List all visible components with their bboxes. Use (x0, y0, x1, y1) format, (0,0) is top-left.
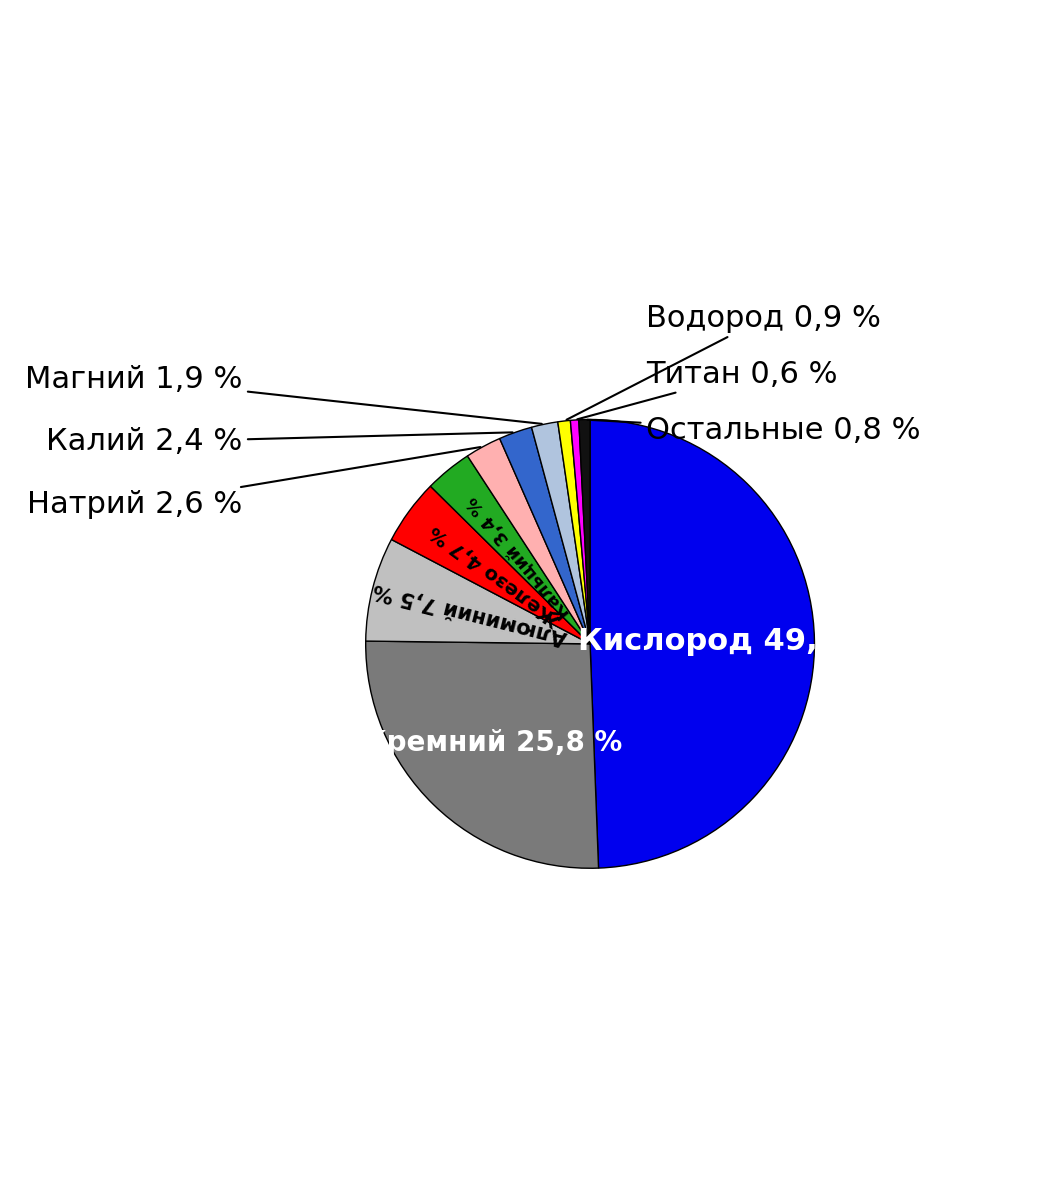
Text: Железо 4,7 %: Железо 4,7 % (427, 521, 565, 629)
Wedge shape (366, 539, 590, 643)
Text: Кислород 49,4 %: Кислород 49,4 % (578, 627, 880, 655)
Wedge shape (590, 419, 815, 869)
Text: Титан 0,6 %: Титан 0,6 % (577, 361, 838, 419)
Text: Остальные 0,8 %: Остальные 0,8 % (587, 416, 921, 446)
Wedge shape (500, 428, 590, 643)
Text: Кремний 25,8 %: Кремний 25,8 % (364, 730, 622, 757)
Text: Кальций 3,4 %: Кальций 3,4 % (464, 492, 575, 622)
Wedge shape (366, 641, 599, 869)
Text: Водород 0,9 %: Водород 0,9 % (566, 304, 881, 419)
Wedge shape (579, 419, 590, 643)
Text: Алюминий 7,5 %: Алюминий 7,5 % (371, 580, 569, 648)
Text: Натрий 2,6 %: Натрий 2,6 % (27, 447, 481, 519)
Wedge shape (391, 486, 590, 643)
Wedge shape (431, 456, 590, 643)
Wedge shape (467, 438, 590, 643)
Text: Магний 1,9 %: Магний 1,9 % (25, 364, 541, 424)
Wedge shape (571, 419, 590, 643)
Wedge shape (558, 420, 590, 643)
Wedge shape (532, 422, 590, 643)
Text: Калий 2,4 %: Калий 2,4 % (46, 428, 512, 456)
